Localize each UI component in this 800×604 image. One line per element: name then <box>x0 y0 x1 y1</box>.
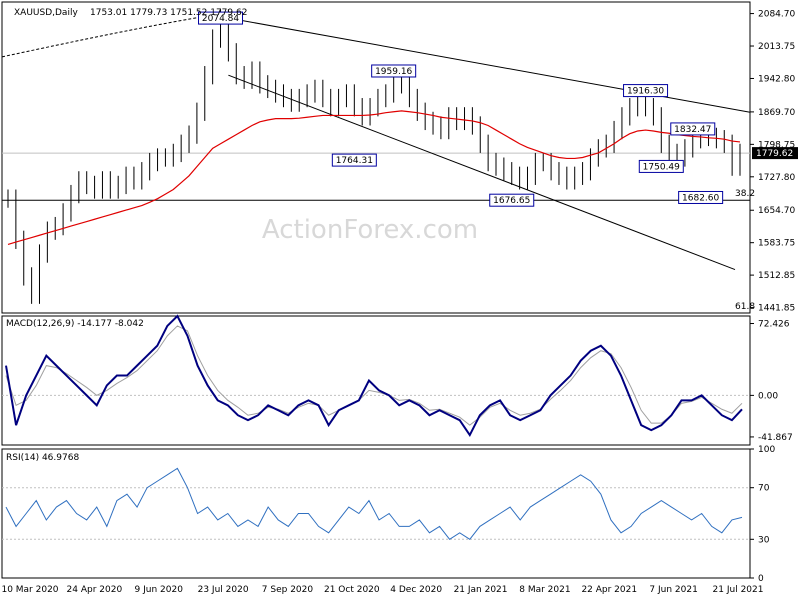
macd-line <box>5 314 743 438</box>
price-annotation-label: 1750.49 <box>643 162 680 172</box>
rsi-y-tick-label: 0 <box>758 574 764 584</box>
price-y-tick-label: 2013.75 <box>758 42 795 52</box>
price-annotation-label: 1682.60 <box>682 193 719 203</box>
x-tick-label: 21 Oct 2020 <box>324 585 380 595</box>
price-annotation-label: 1959.16 <box>375 67 412 77</box>
long-ma-dashed <box>1 13 221 58</box>
watermark-text: ActionForex.com <box>262 215 478 245</box>
price-y-tick-label: 1869.70 <box>758 108 795 118</box>
rsi-y-tick-label: 70 <box>758 484 770 494</box>
x-tick-label: 22 Apr 2021 <box>581 585 637 595</box>
price-y-tick-label: 1512.85 <box>758 271 795 281</box>
price-annotation-box <box>623 84 669 98</box>
price-panel-ohlc: 1753.01 1779.73 1751.52 1779.62 <box>90 8 247 18</box>
price-y-tick-label: 1583.75 <box>758 239 795 249</box>
x-tick-label: 4 Dec 2020 <box>390 585 442 595</box>
current-price-label: 1779.62 <box>756 149 793 159</box>
current-price-badge <box>752 147 798 160</box>
price-annotation-box <box>670 122 716 136</box>
price-annotation-label: 1916.30 <box>627 87 664 97</box>
x-tick-label: 7 Jun 2021 <box>649 585 697 595</box>
price-annotation-label: 2074.84 <box>202 14 239 24</box>
price-y-tick-label: 1727.80 <box>758 173 795 183</box>
macd-panel-frame <box>1 315 751 446</box>
rsi-y-tick-label: 100 <box>758 445 775 455</box>
x-tick-label: 8 Mar 2021 <box>519 585 570 595</box>
macd-panel-title: MACD(12,26,9) -14.177 -8.042 <box>6 319 144 329</box>
x-tick-label: 9 Jun 2020 <box>135 585 184 595</box>
x-tick-label: 10 Mar 2020 <box>1 585 58 595</box>
price-annotation-box <box>489 193 535 207</box>
price-y-tick-label: 2084.70 <box>758 10 795 20</box>
fib-label-38: 38.2 <box>735 189 755 199</box>
price-y-tick-label: 1441.85 <box>758 304 795 314</box>
sma-line <box>7 110 741 245</box>
price-annotation-box <box>198 11 244 25</box>
price-y-tick-label: 1942.80 <box>758 74 795 84</box>
price-annotation-label: 1676.65 <box>493 196 530 206</box>
price-y-tick-label: 1798.75 <box>758 140 795 150</box>
price-annotation-box <box>638 159 684 173</box>
lower-trendline <box>228 74 736 271</box>
macd-y-tick-label: 0.00 <box>758 391 778 401</box>
upper-trendline <box>220 16 751 113</box>
rsi-panel-title: RSI(14) 46.9768 <box>6 453 79 463</box>
rsi-y-tick-label: 30 <box>758 535 770 545</box>
price-y-tick-label: 1654.70 <box>758 206 795 216</box>
macd-y-tick-label: 72.426 <box>758 320 790 330</box>
macd-y-tick-label: -41.867 <box>758 433 793 443</box>
x-tick-label: 21 Jul 2021 <box>713 585 764 595</box>
x-tick-label: 21 Jan 2021 <box>454 585 508 595</box>
price-panel-frame <box>1 1 751 314</box>
x-tick-label: 23 Jul 2020 <box>198 585 249 595</box>
fib-label-61: 61.8 <box>735 302 755 312</box>
rsi-line <box>5 467 743 540</box>
x-tick-label: 7 Sep 2020 <box>262 585 314 595</box>
price-annotation-box <box>371 64 417 78</box>
x-tick-label: 24 Apr 2020 <box>67 585 123 595</box>
price-annotation-label: 1832.47 <box>674 125 711 135</box>
price-annotation-label: 1764.31 <box>336 156 373 166</box>
signal-line <box>5 325 743 426</box>
price-panel-title: XAUUSD,Daily <box>14 8 78 18</box>
price-annotation-box <box>331 153 377 167</box>
rsi-panel-frame <box>1 448 751 579</box>
price-annotation-box <box>678 190 724 204</box>
